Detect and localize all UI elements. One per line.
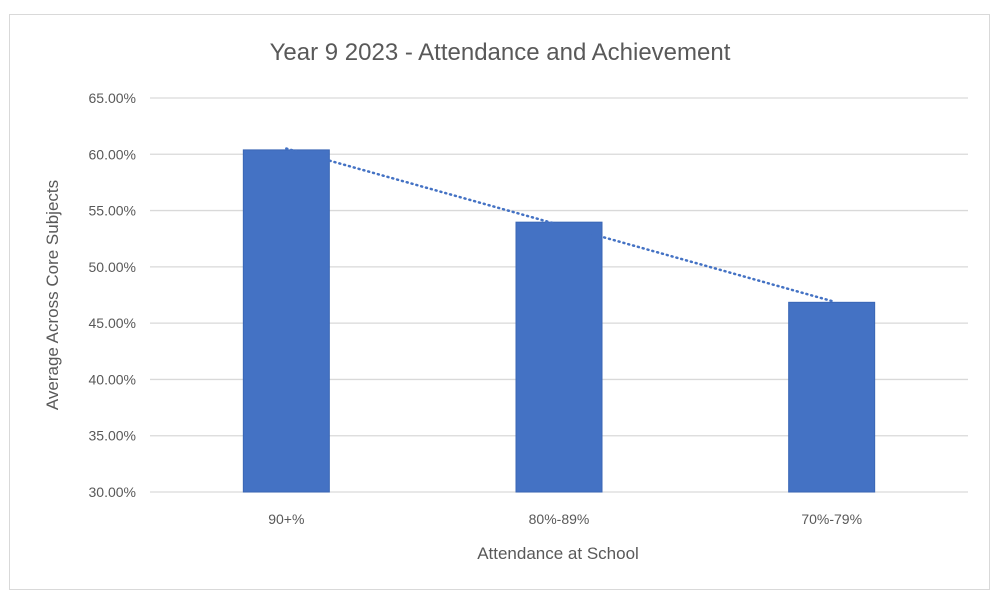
y-tick-label: 30.00% (89, 484, 136, 500)
y-tick-label: 35.00% (89, 428, 136, 444)
trendline (285, 147, 833, 303)
bar (788, 301, 876, 493)
y-tick-label: 60.00% (89, 146, 136, 162)
x-axis-label: Attendance at School (477, 544, 639, 563)
x-tick-label: 80%-89% (529, 511, 590, 527)
y-tick-label: 50.00% (89, 259, 136, 275)
x-tick-label: 70%-79% (801, 511, 862, 527)
chart-frame (9, 14, 990, 590)
bar (242, 149, 330, 493)
x-tick-label: 90+% (268, 511, 304, 527)
y-tick-label: 40.00% (89, 371, 136, 387)
bar (515, 221, 603, 493)
chart-title: Year 9 2023 - Attendance and Achievement (270, 39, 731, 66)
y-tick-label: 55.00% (89, 203, 136, 219)
y-axis-label: Average Across Core Subjects (43, 180, 62, 410)
y-tick-label: 65.00% (89, 90, 136, 106)
y-tick-label: 45.00% (89, 315, 136, 331)
